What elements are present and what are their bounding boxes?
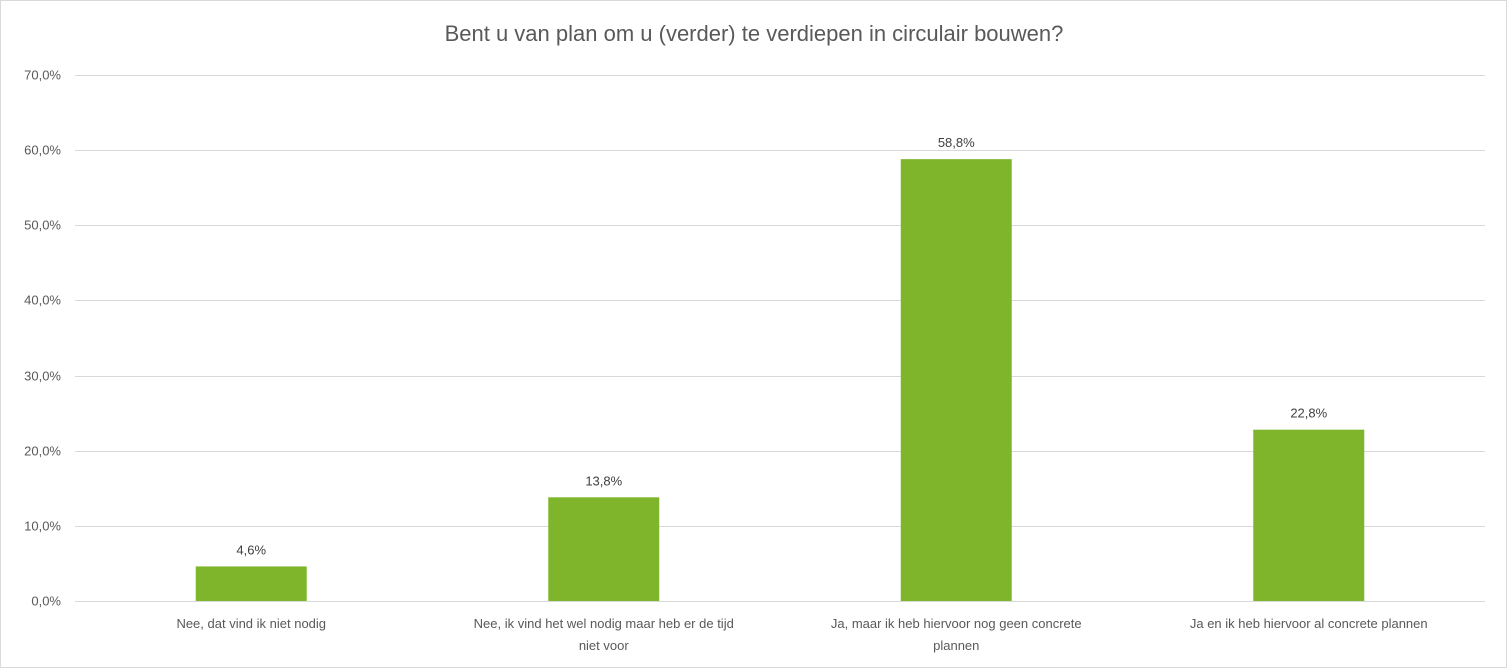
- y-tick-label: 10,0%: [24, 519, 61, 534]
- x-tick-label: Ja en ik heb hiervoor al concrete planne…: [1190, 616, 1428, 631]
- y-tick-label: 40,0%: [24, 293, 61, 308]
- data-label: 13,8%: [585, 473, 622, 488]
- data-label: 4,6%: [236, 542, 266, 557]
- bar: [900, 159, 1012, 601]
- data-label: 58,8%: [938, 135, 975, 150]
- chart-title: Bent u van plan om u (verder) te verdiep…: [445, 21, 1064, 46]
- y-tick-label: 60,0%: [24, 143, 61, 158]
- y-tick-label: 20,0%: [24, 444, 61, 459]
- y-tick-label: 30,0%: [24, 369, 61, 384]
- bar: [548, 497, 660, 601]
- x-tick-label: Nee, dat vind ik niet nodig: [176, 616, 326, 631]
- y-tick-label: 70,0%: [24, 68, 61, 83]
- x-tick-label: niet voor: [579, 638, 630, 653]
- x-axis-category-labels: Nee, dat vind ik niet nodig Nee, ik vind …: [176, 616, 1427, 653]
- y-axis-tick-labels: 0,0% 10,0% 20,0% 30,0% 40,0% 50,0% 60,0% 70,0%: [24, 68, 61, 609]
- data-label: 22,8%: [1290, 406, 1327, 421]
- bars: [195, 159, 1365, 601]
- x-tick-label: Nee, ik vind het wel nodig maar heb er d…: [474, 616, 734, 631]
- bar: [1253, 429, 1365, 601]
- bar: [195, 566, 307, 601]
- y-tick-label: 50,0%: [24, 218, 61, 233]
- y-tick-label: 0,0%: [31, 594, 61, 609]
- x-tick-label: Ja, maar ik heb hiervoor nog geen concre…: [831, 616, 1082, 631]
- x-tick-label: plannen: [933, 638, 979, 653]
- data-labels: 4,6% 13,8% 58,8% 22,8%: [236, 135, 1327, 557]
- gridlines: [75, 75, 1485, 602]
